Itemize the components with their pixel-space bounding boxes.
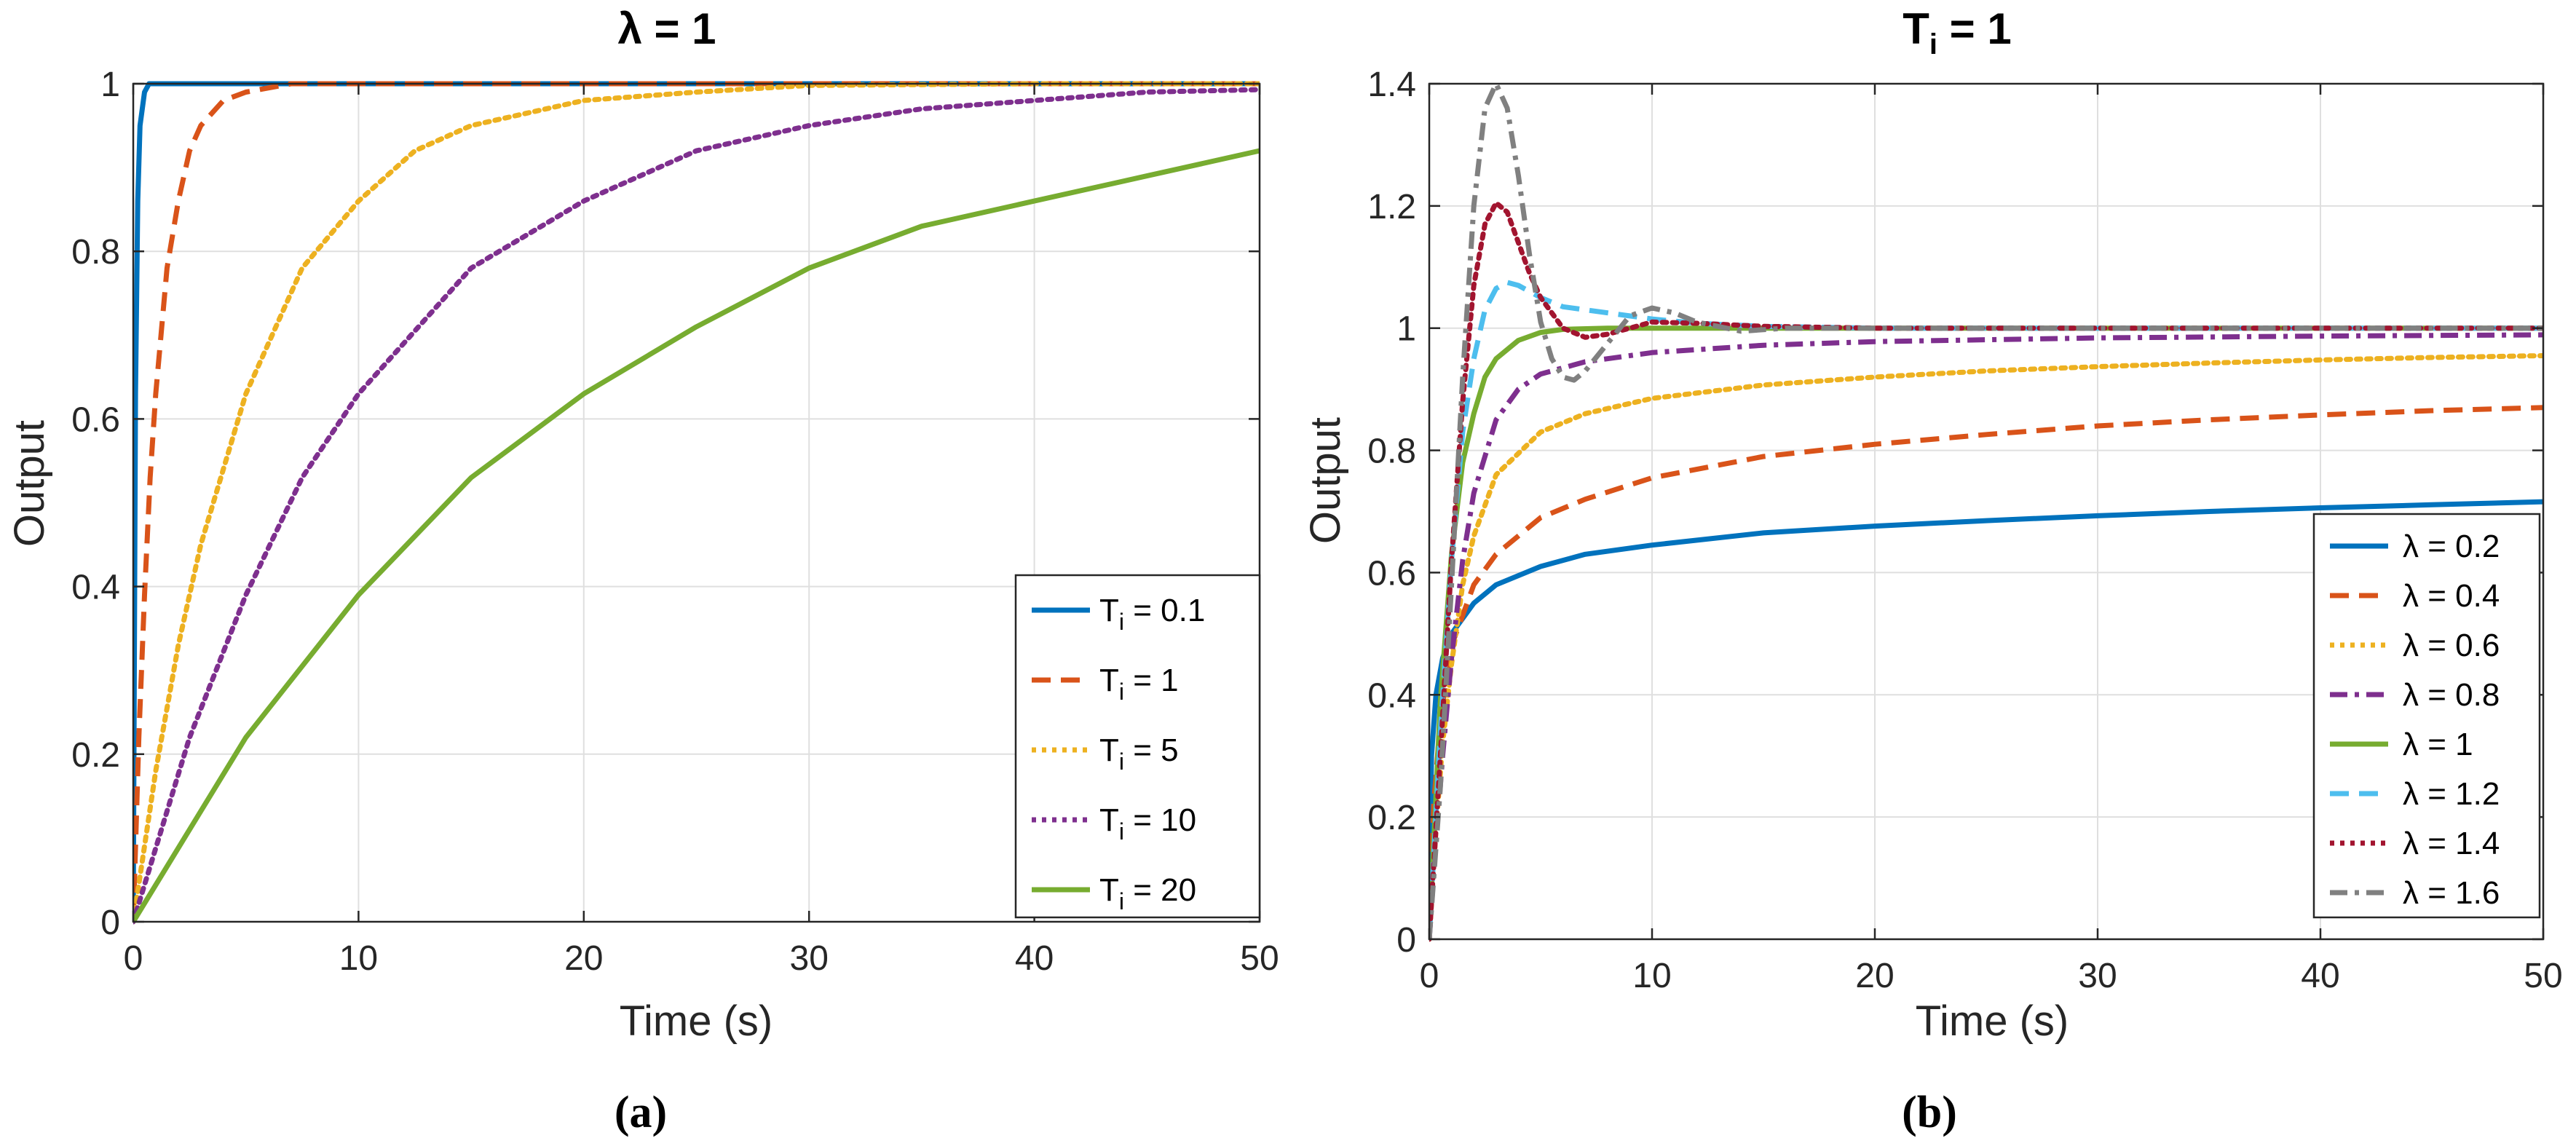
panel-b-xlabel: Time (s) xyxy=(1916,997,2069,1045)
panel-a-ytick-label: 0.6 xyxy=(71,400,120,439)
panel-b-ytick-label: 1.4 xyxy=(1367,66,1416,104)
panel-b-xtick-label: 10 xyxy=(1632,957,1671,995)
panel-a-xtick-label: 30 xyxy=(790,939,829,978)
panel-b-series xyxy=(1429,81,2543,942)
panel-b-ytick-label: 0.6 xyxy=(1367,554,1416,593)
panel-a-xtick-label: 50 xyxy=(1240,939,1279,978)
panel-b-legend-label-5: λ = 1.2 xyxy=(2403,776,2500,812)
panel-b-legend-box xyxy=(2312,513,2541,919)
panel-a-xtick-label: 20 xyxy=(564,939,603,978)
panel-b-title-subscript: i xyxy=(1929,28,1937,60)
panel-b-ytick-label: 1.2 xyxy=(1367,188,1416,226)
panel-b-chart: 0 10 20 30 40 50 0 0.2 0.4 0.6 0.8 1 1.2 1.4 Ti = 1 T… xyxy=(1302,4,2563,1137)
panel-a-series-line-1 xyxy=(133,81,1260,922)
panel-b-ytick-label: 0.8 xyxy=(1367,432,1416,471)
panel-b-caption: (b) xyxy=(1902,1088,1957,1137)
panel-b-ylabel: Output xyxy=(1302,417,1349,544)
panel-b-tick-labels: 0 10 20 30 40 50 0 0.2 0.4 0.6 0.8 1 1.2 1.4 xyxy=(1367,66,2562,995)
panel-b-xtick-label: 0 xyxy=(1420,957,1439,995)
panel-a-xtick-label: 40 xyxy=(1015,939,1054,978)
panel-b-title-suffix: = 1 xyxy=(1937,4,2012,53)
panel-a-ytick-label: 0 xyxy=(100,904,120,942)
panel-b-legend-label-7: λ = 1.6 xyxy=(2403,875,2500,911)
panel-a-series-line-4 xyxy=(133,148,1260,923)
panel-a-title: λ = 1 xyxy=(617,4,716,53)
panel-a-ytick-label: 1 xyxy=(100,66,120,104)
panel-b-ytick-label: 0.4 xyxy=(1367,676,1416,715)
panel-a-legend-box xyxy=(1014,574,1261,919)
panel-b-ytick-label: 0 xyxy=(1396,921,1416,960)
panel-b-legend-label-3: λ = 0.8 xyxy=(2403,677,2500,713)
panel-a-legend-label-3: Ti = 10 xyxy=(1099,802,1196,845)
panel-b-ticks xyxy=(1428,82,2545,941)
panel-a-xtick-label: 10 xyxy=(339,939,378,978)
panel-b-ytick-label: 0.2 xyxy=(1367,799,1416,837)
panel-a-legend-label-0: Ti = 0.1 xyxy=(1099,593,1205,635)
panel-b-legend-label-6: λ = 1.4 xyxy=(2403,826,2500,861)
panel-a-grid xyxy=(133,84,1260,922)
panel-b-title: Ti = 1 xyxy=(1903,4,2012,60)
panel-a-xlabel: Time (s) xyxy=(620,997,773,1045)
panel-a-tick-labels: 0 10 20 30 40 50 0 0.2 0.4 0.6 0.8 1 xyxy=(71,66,1279,978)
panel-b-legend-label-0: λ = 0.2 xyxy=(2403,529,2500,564)
panel-a-legend-label-2: Ti = 5 xyxy=(1099,732,1179,775)
panel-b-xtick-label: 40 xyxy=(2301,957,2339,995)
panel-b-series-line-7 xyxy=(1429,81,2543,940)
panel-b-xtick-label: 20 xyxy=(1855,957,1894,995)
panel-a-legend: Ti = 0.1 Ti = 1 Ti = 5 Ti = 10 Ti = 20 xyxy=(1014,574,1261,919)
panel-b-legend: λ = 0.2 λ = 0.4 λ = 0.6 λ = 0.8 λ = 1 λ = 1.2… xyxy=(2312,513,2541,919)
panel-b-series-line-6 xyxy=(1429,200,2543,942)
panel-a-ylabel: Output xyxy=(6,420,53,547)
panel-b-legend-label-4: λ = 1 xyxy=(2403,727,2473,762)
panel-b-axes-box xyxy=(1428,82,2545,941)
panel-a-caption: (a) xyxy=(615,1088,667,1137)
panel-a-xtick-label: 0 xyxy=(124,939,143,978)
panel-a-ytick-label: 0.4 xyxy=(71,569,120,607)
panel-b-xtick-label: 50 xyxy=(2524,957,2562,995)
panel-a-ytick-label: 0.8 xyxy=(71,233,120,272)
panel-a-axes-box xyxy=(132,82,1261,923)
panel-a-ytick-label: 0.2 xyxy=(71,736,120,775)
panel-a-series-line-2 xyxy=(133,81,1260,925)
panel-b-legend-label-1: λ = 0.4 xyxy=(2403,578,2500,614)
panel-a-chart: 0 10 20 30 40 50 0 0.2 0.4 0.6 0.8 1 λ = 1 Time (s)… xyxy=(6,4,1279,1137)
panel-a-series-line-3 xyxy=(133,87,1260,925)
panel-b-legend-label-2: λ = 0.6 xyxy=(2403,628,2500,663)
panel-b-ytick-label: 1 xyxy=(1396,310,1416,349)
panel-b-xtick-label: 30 xyxy=(2078,957,2117,995)
panel-a-legend-label-1: Ti = 1 xyxy=(1099,663,1179,705)
panel-b-title-main: T xyxy=(1903,4,1929,53)
panel-a-legend-label-4: Ti = 20 xyxy=(1099,872,1196,914)
